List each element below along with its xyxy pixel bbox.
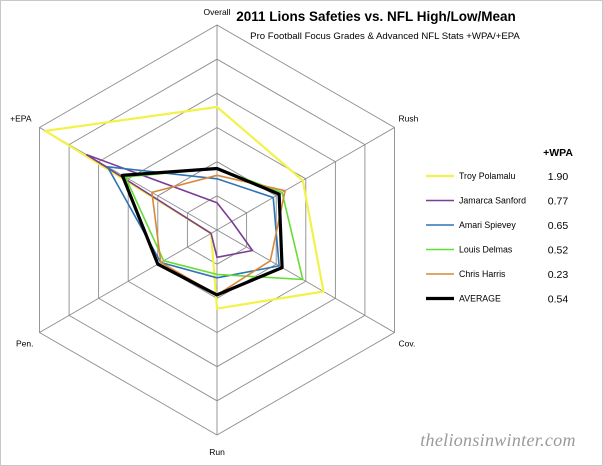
legend-label-jamarca-sanford: Jamarca Sanford [459,196,526,206]
radar-grid [39,24,395,436]
chart-subtitle: Pro Football Focus Grades & Advanced NFL… [250,31,520,42]
axis-label-run: Run [209,447,225,457]
legend-label-amari-spievey: Amari Spievey [459,220,516,230]
legend-wpa-amari-spievey: 0.65 [548,220,569,232]
axis-label-rush: Rush [399,114,419,124]
series-louis-delmas [124,167,304,281]
legend-wpa-average: 0.54 [548,294,569,306]
legend: +WPA Troy Polamalu 1.90 Jamarca Sanford 0.7… [426,147,573,306]
axis-spoke [39,229,218,333]
legend-header: +WPA [543,147,573,159]
axis-spoke [216,127,395,231]
legend-wpa-louis-delmas: 0.52 [548,245,569,257]
watermark-text: thelionsinwinter.com [420,430,576,450]
chart-title: 2011 Lions Safeties vs. NFL High/Low/Mea… [236,9,516,24]
series-average [120,166,284,297]
legend-wpa-troy-polamalu: 1.90 [548,171,569,183]
legend-wpa-chris-harris: 0.23 [548,269,569,281]
series-amari-spievey [106,166,280,279]
legend-label-troy-polamalu: Troy Polamalu [459,171,515,181]
legend-wpa-jamarca-sanford: 0.77 [548,196,569,208]
axis-label-epa: +EPA [10,114,32,124]
axis-label-cov: Cov. [399,339,416,349]
series-jamarca-sanford [86,154,254,259]
legend-label-average: AVERAGE [459,294,501,304]
legend-label-chris-harris: Chris Harris [459,269,506,279]
axis-label-pen: Pen. [16,339,34,349]
axis-label-overall: Overall [204,7,231,17]
radar-series [44,105,325,310]
legend-label-louis-delmas: Louis Delmas [459,245,513,255]
axis-labels: Overall Rush Cov. Run Pen. +EPA [10,7,418,457]
series-troy-polamalu [44,105,325,310]
axis-spoke [216,229,395,333]
